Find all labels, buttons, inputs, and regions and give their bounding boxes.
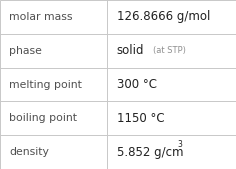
Text: solid: solid xyxy=(117,44,144,57)
Text: (at STP): (at STP) xyxy=(153,46,186,55)
Text: 1150 °C: 1150 °C xyxy=(117,112,164,125)
Text: 3: 3 xyxy=(177,140,182,149)
Text: density: density xyxy=(9,147,49,157)
Text: molar mass: molar mass xyxy=(9,12,73,22)
Text: 126.8666 g/mol: 126.8666 g/mol xyxy=(117,10,210,23)
Text: phase: phase xyxy=(9,46,42,56)
Text: melting point: melting point xyxy=(9,79,82,90)
Text: 300 °C: 300 °C xyxy=(117,78,157,91)
Text: boiling point: boiling point xyxy=(9,113,77,123)
Text: 5.852 g/cm: 5.852 g/cm xyxy=(117,146,183,159)
